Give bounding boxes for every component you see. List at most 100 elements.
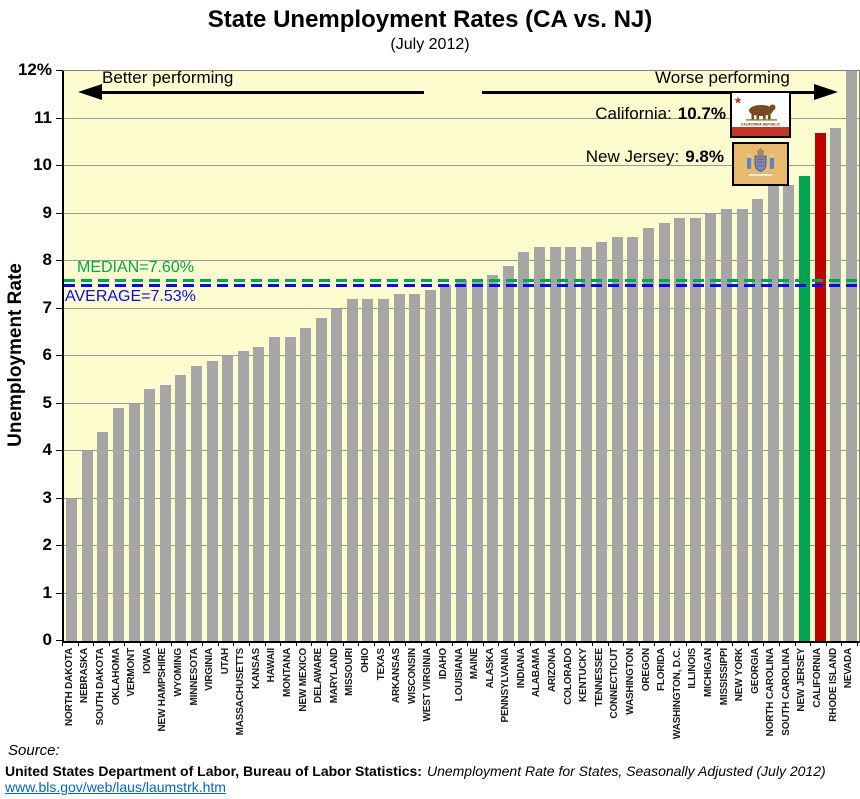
source-label: Source: xyxy=(8,742,60,759)
y-tick xyxy=(56,117,62,119)
bar-florida xyxy=(658,223,670,641)
x-tick xyxy=(529,642,531,646)
x-label-nebraska: NEBRASKA xyxy=(79,648,91,704)
x-tick xyxy=(124,642,126,646)
bar-washington-d-c xyxy=(674,218,686,641)
x-label-oregon: OREGON xyxy=(640,648,652,692)
x-tick xyxy=(389,642,391,646)
x-tick xyxy=(669,642,671,646)
y-label-9: 9 xyxy=(42,202,52,222)
bar-kentucky xyxy=(580,246,592,641)
bar-michigan xyxy=(705,213,717,641)
bar-alaska xyxy=(487,275,499,641)
y-tick xyxy=(56,592,62,594)
x-label-florida: FLORIDA xyxy=(656,648,668,692)
bar-hawaii xyxy=(268,337,280,641)
y-tick xyxy=(56,497,62,499)
x-tick xyxy=(794,642,796,646)
x-tick xyxy=(93,642,95,646)
x-tick xyxy=(342,642,344,646)
x-label-michigan: MICHIGAN xyxy=(702,648,714,697)
bar-pennsylvania xyxy=(502,265,514,641)
bar-kansas xyxy=(253,346,265,641)
california-callout: California: 10.7% xyxy=(595,104,726,124)
x-tick xyxy=(514,642,516,646)
bar-maryland xyxy=(331,308,343,641)
x-label-louisiana: LOUISIANA xyxy=(453,648,465,702)
bar-utah xyxy=(222,356,234,641)
x-tick xyxy=(482,642,484,646)
y-label-1: 1 xyxy=(42,582,52,602)
x-tick xyxy=(249,642,251,646)
x-tick xyxy=(857,642,858,646)
x-tick xyxy=(654,642,656,646)
x-label-new-jersey: NEW JERSEY xyxy=(796,648,808,712)
california-callout-value: 10.7% xyxy=(677,104,726,123)
x-label-rhode-island: RHODE ISLAND xyxy=(827,648,839,722)
x-label-oklahoma: OKLAHOMA xyxy=(110,648,122,706)
left-arrow-icon xyxy=(78,84,102,100)
attribution-series: Unemployment Rate for States, Seasonally… xyxy=(426,763,826,779)
x-label-colorado: COLORADO xyxy=(562,648,574,705)
y-tick xyxy=(56,260,62,261)
y-label-2: 2 xyxy=(42,535,52,554)
y-tick xyxy=(56,450,62,451)
y-label-5: 5 xyxy=(42,392,52,412)
x-tick xyxy=(638,642,640,646)
bar-georgia xyxy=(752,199,764,641)
page-title: State Unemployment Rates (CA vs. NJ) xyxy=(207,6,653,33)
x-tick xyxy=(420,642,422,646)
x-label-ohio: OHIO xyxy=(359,648,371,673)
x-label-mississippi: MISSISSIPPI xyxy=(718,648,730,706)
y-label-3: 3 xyxy=(42,487,52,507)
california-flag-icon: CALIFORNIA REPUBLIC xyxy=(730,91,791,138)
x-label-kansas: KANSAS xyxy=(250,648,262,690)
x-label-alabama: ALABAMA xyxy=(531,648,543,698)
x-tick xyxy=(623,642,625,646)
x-tick xyxy=(763,642,765,646)
gridline-8 xyxy=(64,260,859,261)
x-label-utah: UTAH xyxy=(219,648,231,675)
x-tick xyxy=(217,642,219,646)
bar-tennessee xyxy=(596,242,608,641)
x-tick xyxy=(592,642,593,646)
x-tick xyxy=(280,642,282,646)
x-tick xyxy=(545,642,547,646)
x-label-north-dakota: NORTH DAKOTA xyxy=(63,648,75,726)
x-tick xyxy=(233,642,235,646)
x-label-kentucky: KENTUCKY xyxy=(578,648,590,702)
y-tick xyxy=(56,70,62,71)
svg-text:CALIFORNIA REPUBLIC: CALIFORNIA REPUBLIC xyxy=(741,123,781,127)
x-tick xyxy=(451,642,453,646)
y-label-7: 7 xyxy=(42,297,52,317)
bar-indiana xyxy=(518,251,530,641)
x-tick xyxy=(825,642,827,646)
new-jersey-callout-value: 9.8% xyxy=(685,147,724,166)
bar-iowa xyxy=(144,389,156,641)
y-tick xyxy=(56,307,62,309)
bar-arizona xyxy=(549,246,561,641)
x-tick xyxy=(108,642,110,646)
worse-performing-label: Worse performing xyxy=(655,68,790,87)
x-tick xyxy=(186,642,188,646)
bar-minnesota xyxy=(191,365,202,641)
x-label-missouri: MISSOURI xyxy=(344,648,356,696)
x-label-north-carolina: NORTH CAROLINA xyxy=(765,648,777,737)
bar-south-dakota xyxy=(97,432,109,641)
bar-idaho xyxy=(440,284,452,641)
y-label-10: 10 xyxy=(33,155,52,174)
x-label-alaska: ALASKA xyxy=(484,648,496,689)
bls-link[interactable]: www.bls.gov/web/laus/laumstrk.htm xyxy=(5,779,226,795)
left-arrow-line xyxy=(100,91,424,94)
y-label-4: 4 xyxy=(42,440,52,459)
x-label-maryland: MARYLAND xyxy=(328,648,340,704)
x-label-connecticut: CONNECTICUT xyxy=(609,648,621,719)
y-label-11: 11 xyxy=(34,107,52,127)
x-label-new-mexico: NEW MEXICO xyxy=(297,648,309,712)
bar-vermont xyxy=(128,403,140,641)
gridline-11 xyxy=(64,117,859,119)
x-tick xyxy=(171,642,173,646)
bar-washington xyxy=(627,237,639,641)
x-tick xyxy=(810,642,812,646)
